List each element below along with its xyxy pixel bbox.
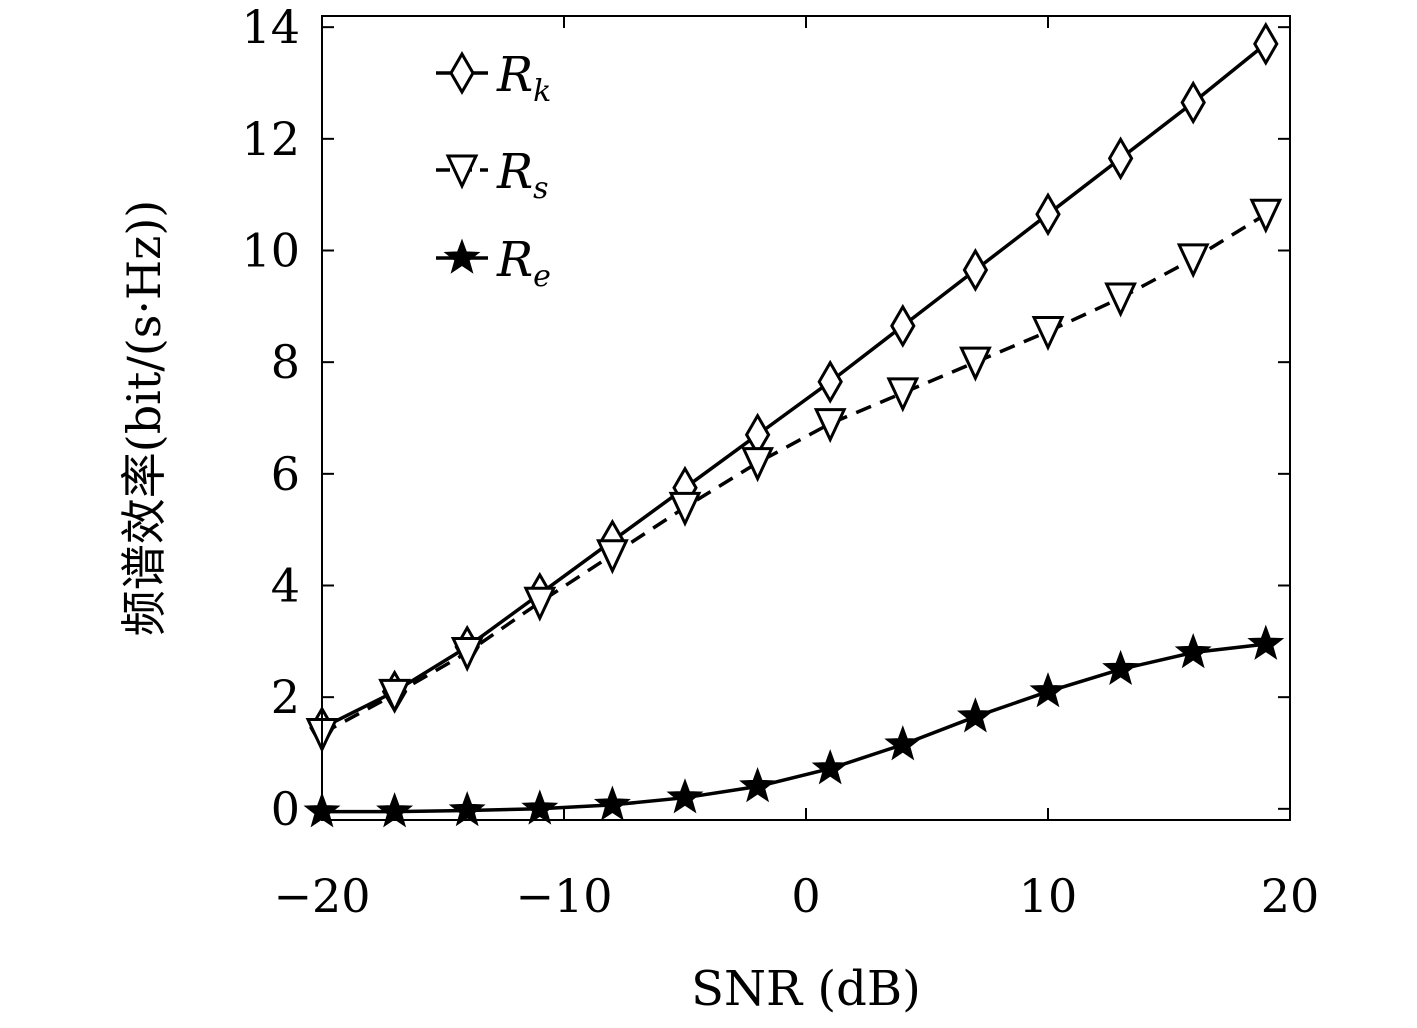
y-tick-label: 6 [271,447,300,501]
data-point-e [811,749,849,785]
data-point-k [1253,21,1279,66]
data-point-s [596,539,629,575]
legend-marker-e [443,238,481,274]
legend-label-k: Rk [496,47,551,109]
data-point-s [1176,243,1210,279]
data-point-s [450,637,484,673]
legend: Rk Rs Re [436,47,551,294]
data-point-e [521,789,559,825]
data-point-e [884,725,922,761]
data-point-e [448,791,486,827]
data-point-s [886,377,920,413]
data-point-s [741,447,774,483]
data-point-s [523,586,557,622]
data-point-k [817,359,843,404]
legend-label-s: Rs [496,144,549,206]
data-point-s [668,491,702,527]
x-tick-label: 20 [1261,869,1320,923]
y-axis-label: 频谱效率(bit/(s·Hz)) [117,200,171,637]
y-tick-label: 0 [271,782,300,836]
data-point-k [1180,80,1206,125]
legend-label-e: Re [496,232,551,294]
data-point-s [1104,282,1137,318]
data-point-e [593,785,631,821]
series-line-s [321,212,1267,736]
data-point-k [1107,136,1134,181]
data-point-s [813,408,847,444]
y-tick-label: 10 [241,224,300,278]
x-tick-label: 0 [791,869,820,923]
y-tick-label: 8 [271,335,300,389]
data-point-k [1035,192,1061,237]
data-point-e [1174,633,1212,669]
data-point-e [666,778,704,814]
data-point-s [1249,198,1283,234]
legend-marker-k [449,51,475,95]
x-tick-label: 10 [1019,869,1078,923]
legend-marker-s [445,154,479,190]
data-point-e [1247,624,1285,660]
y-tick-label: 14 [241,0,300,54]
data-point-e [1102,649,1140,685]
data-point-s [378,678,411,714]
data-point-e [1029,672,1067,708]
x-tick-label: −20 [273,869,370,923]
data-point-s [1031,315,1065,352]
data-point-k [890,303,916,348]
data-point-e [956,697,994,733]
data-point-e [739,767,777,803]
plot-frame [321,15,1291,821]
x-tick-label: −10 [515,869,612,923]
x-axis-label: SNR (dB) [691,961,921,1017]
series-line-e [322,642,1267,814]
y-tick-label: 4 [271,559,300,613]
y-tick-label: 2 [271,670,300,724]
y-tick-label: 12 [241,112,300,166]
data-point-s [959,346,992,382]
data-point-e [376,792,414,828]
data-point-k [962,248,989,293]
